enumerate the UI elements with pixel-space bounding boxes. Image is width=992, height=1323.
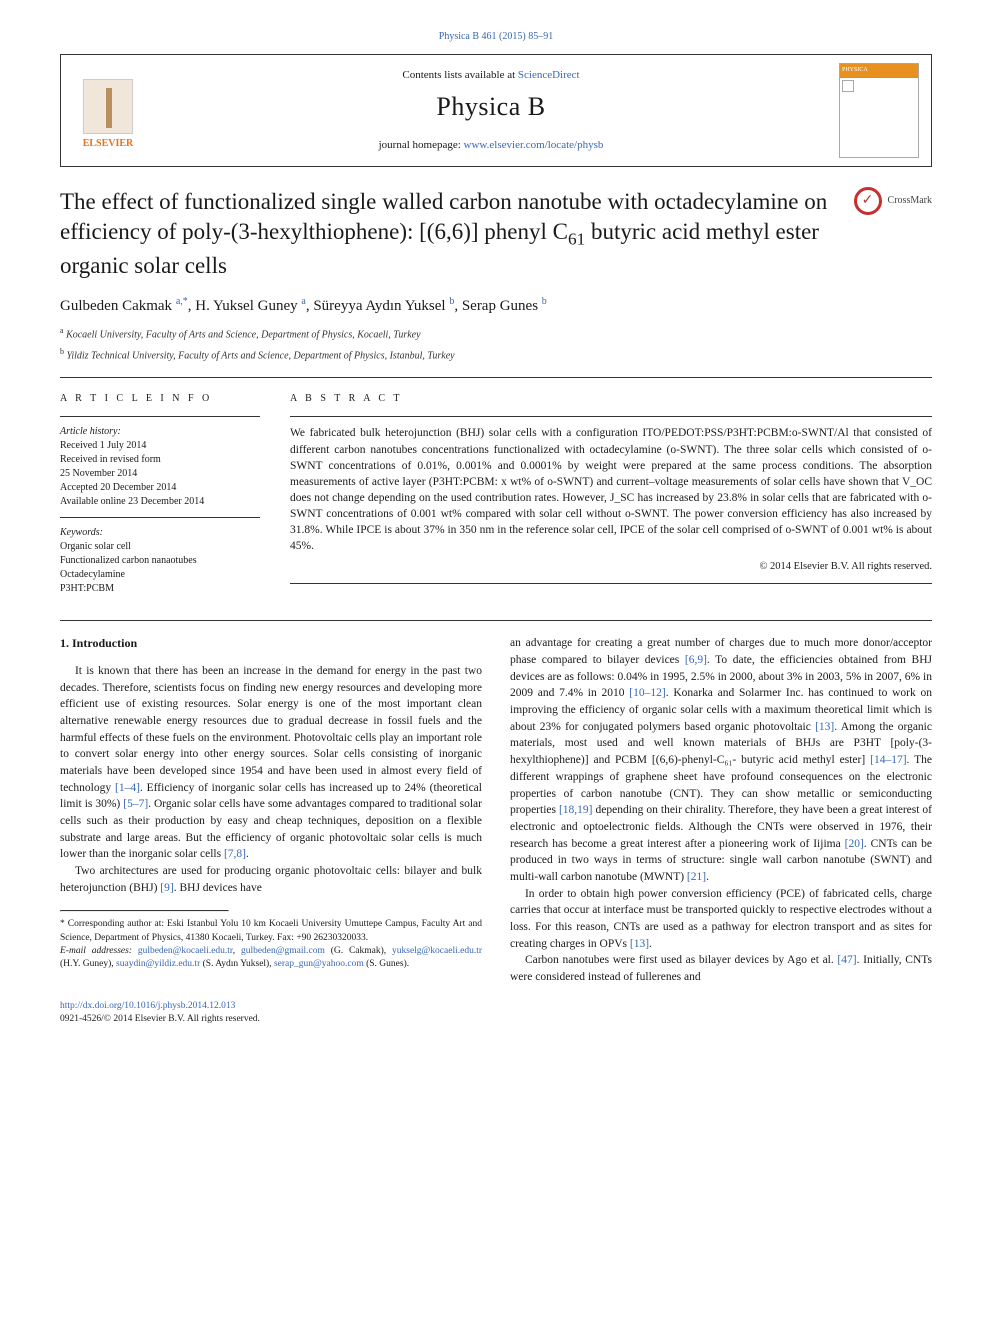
ref-18-19[interactable]: [18,19]: [559, 804, 593, 816]
affiliation-b: b Yildiz Technical University, Faculty o…: [60, 346, 932, 363]
keywords-label: Keywords:: [60, 526, 260, 540]
journal-cover-thumb: PHYSICA: [839, 63, 919, 158]
author-3: Serap Gunes b: [462, 298, 547, 314]
ref-20[interactable]: [20]: [845, 838, 864, 850]
cover-bar: PHYSICA: [840, 64, 918, 78]
para-4: In order to obtain high power conversion…: [510, 886, 932, 953]
keyword-2: Octadecylamine: [60, 568, 260, 582]
email-3[interactable]: suaydin@yildiz.edu.tr: [116, 959, 200, 969]
page-footer: http://dx.doi.org/10.1016/j.physb.2014.1…: [60, 1000, 932, 1027]
affil-a-mark: a: [60, 326, 64, 335]
author-2: Süreyya Aydın Yuksel b: [313, 298, 454, 314]
article-info-heading: A R T I C L E I N F O: [60, 392, 260, 406]
para-2: Two architectures are used for producing…: [60, 863, 482, 896]
body-text: 1. Introduction It is known that there h…: [60, 635, 932, 985]
para-1: It is known that there has been an incre…: [60, 663, 482, 863]
email-2[interactable]: yukselg@kocaeli.edu.tr: [392, 946, 482, 956]
email-0[interactable]: gulbeden@kocaeli.edu.tr: [138, 946, 233, 956]
history-1: Received in revised form: [60, 453, 260, 467]
affiliation-a: a Kocaeli University, Faculty of Arts an…: [60, 325, 932, 342]
author-0-marks[interactable]: a,*: [176, 296, 188, 307]
ref-1-4[interactable]: [1–4]: [115, 782, 140, 794]
sciencedirect-link[interactable]: ScienceDirect: [518, 69, 580, 81]
journal-name: Physica B: [157, 89, 825, 125]
author-1: H. Yuksel Guney a: [195, 298, 306, 314]
ref-5-7[interactable]: [5–7]: [123, 798, 148, 810]
divider-mid: [60, 620, 932, 621]
crossmark-badge[interactable]: ✓ CrossMark: [854, 187, 932, 215]
affil-b-text: Yildiz Technical University, Faculty of …: [67, 350, 455, 361]
publisher-name: ELSEVIER: [83, 137, 134, 151]
ref-13b[interactable]: [13]: [630, 938, 649, 950]
author-list: Gulbeden Cakmak a,*, H. Yuksel Guney a, …: [60, 295, 932, 317]
author-2-marks[interactable]: b: [449, 296, 454, 307]
history-0: Received 1 July 2014: [60, 439, 260, 453]
affil-b-mark: b: [60, 347, 64, 356]
top-citation-link[interactable]: Physica B 461 (2015) 85–91: [439, 31, 553, 42]
author-0: Gulbeden Cakmak a,*: [60, 298, 188, 314]
ref-47[interactable]: [47]: [837, 954, 856, 966]
homepage-line: journal homepage: www.elsevier.com/locat…: [157, 138, 825, 153]
crossmark-icon: ✓: [854, 187, 882, 215]
email-line: E-mail addresses: gulbeden@kocaeli.edu.t…: [60, 945, 482, 972]
ref-9[interactable]: [9]: [160, 882, 173, 894]
history-4: Available online 23 December 2014: [60, 495, 260, 509]
abstract-heading: A B S T R A C T: [290, 392, 932, 406]
article-title: The effect of functionalized single wall…: [60, 187, 834, 281]
elsevier-tree-icon: [83, 79, 133, 134]
abstract-column: A B S T R A C T We fabricated bulk heter…: [290, 392, 932, 596]
email-1[interactable]: gulbeden@gmail.com: [241, 946, 325, 956]
contents-prefix: Contents lists available at: [402, 69, 517, 81]
affil-a-text: Kocaeli University, Faculty of Arts and …: [66, 329, 420, 340]
keyword-0: Organic solar cell: [60, 540, 260, 554]
history-3: Accepted 20 December 2014: [60, 481, 260, 495]
abstract-text: We fabricated bulk heterojunction (BHJ) …: [290, 425, 932, 554]
footnote-rule: [60, 910, 229, 912]
email-4[interactable]: serap_gun@yahoo.com: [274, 959, 364, 969]
para-3: an advantage for creating a great number…: [510, 635, 932, 885]
ref-7-8[interactable]: [7,8]: [224, 848, 246, 860]
footnotes: * Corresponding author at: Eski Istanbul…: [60, 918, 482, 971]
keyword-1: Functionalized carbon nanaotubes: [60, 554, 260, 568]
history-label: Article history:: [60, 425, 260, 439]
journal-header: ELSEVIER Contents lists available at Sci…: [60, 54, 932, 167]
author-3-marks[interactable]: b: [542, 296, 547, 307]
issn-copyright: 0921-4526/© 2014 Elsevier B.V. All right…: [60, 1014, 260, 1024]
ref-21[interactable]: [21]: [687, 871, 706, 883]
keyword-3: P3HT:PCBM: [60, 582, 260, 596]
ref-13a[interactable]: [13]: [815, 721, 834, 733]
ref-6-9[interactable]: [6,9]: [685, 654, 707, 666]
divider-top: [60, 377, 932, 378]
ref-10-12[interactable]: [10–12]: [629, 687, 665, 699]
doi-link[interactable]: http://dx.doi.org/10.1016/j.physb.2014.1…: [60, 1001, 235, 1011]
ref-14-17[interactable]: [14–17]: [870, 754, 906, 766]
abstract-copyright: © 2014 Elsevier B.V. All rights reserved…: [290, 560, 932, 575]
section-1-heading: 1. Introduction: [60, 635, 482, 652]
title-sub-61: 61: [568, 229, 585, 248]
para-5: Carbon nanotubes were first used as bila…: [510, 952, 932, 985]
homepage-link[interactable]: www.elsevier.com/locate/physb: [464, 139, 604, 151]
homepage-prefix: journal homepage:: [379, 139, 464, 151]
author-1-marks[interactable]: a: [301, 296, 305, 307]
elsevier-logo: ELSEVIER: [73, 71, 143, 151]
crossmark-label: CrossMark: [888, 194, 932, 208]
article-info-column: A R T I C L E I N F O Article history: R…: [60, 392, 260, 596]
contents-line: Contents lists available at ScienceDirec…: [157, 68, 825, 83]
header-middle: Contents lists available at ScienceDirec…: [157, 68, 825, 153]
email-label: E-mail addresses:: [60, 946, 138, 956]
corresponding-author: * Corresponding author at: Eski Istanbul…: [60, 918, 482, 945]
history-2: 25 November 2014: [60, 467, 260, 481]
top-citation: Physica B 461 (2015) 85–91: [60, 30, 932, 44]
